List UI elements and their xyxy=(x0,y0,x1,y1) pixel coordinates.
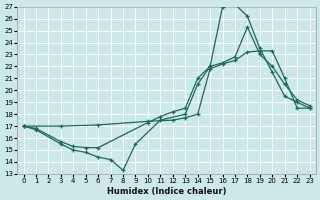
X-axis label: Humidex (Indice chaleur): Humidex (Indice chaleur) xyxy=(107,187,226,196)
